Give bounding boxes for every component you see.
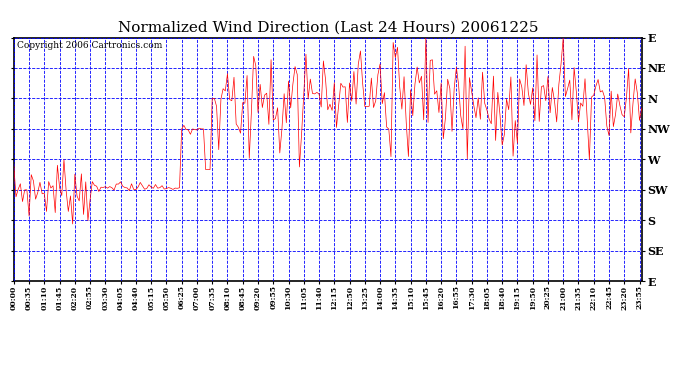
- Title: Normalized Wind Direction (Last 24 Hours) 20061225: Normalized Wind Direction (Last 24 Hours…: [117, 21, 538, 35]
- Text: Copyright 2006 Cartronics.com: Copyright 2006 Cartronics.com: [17, 41, 162, 50]
